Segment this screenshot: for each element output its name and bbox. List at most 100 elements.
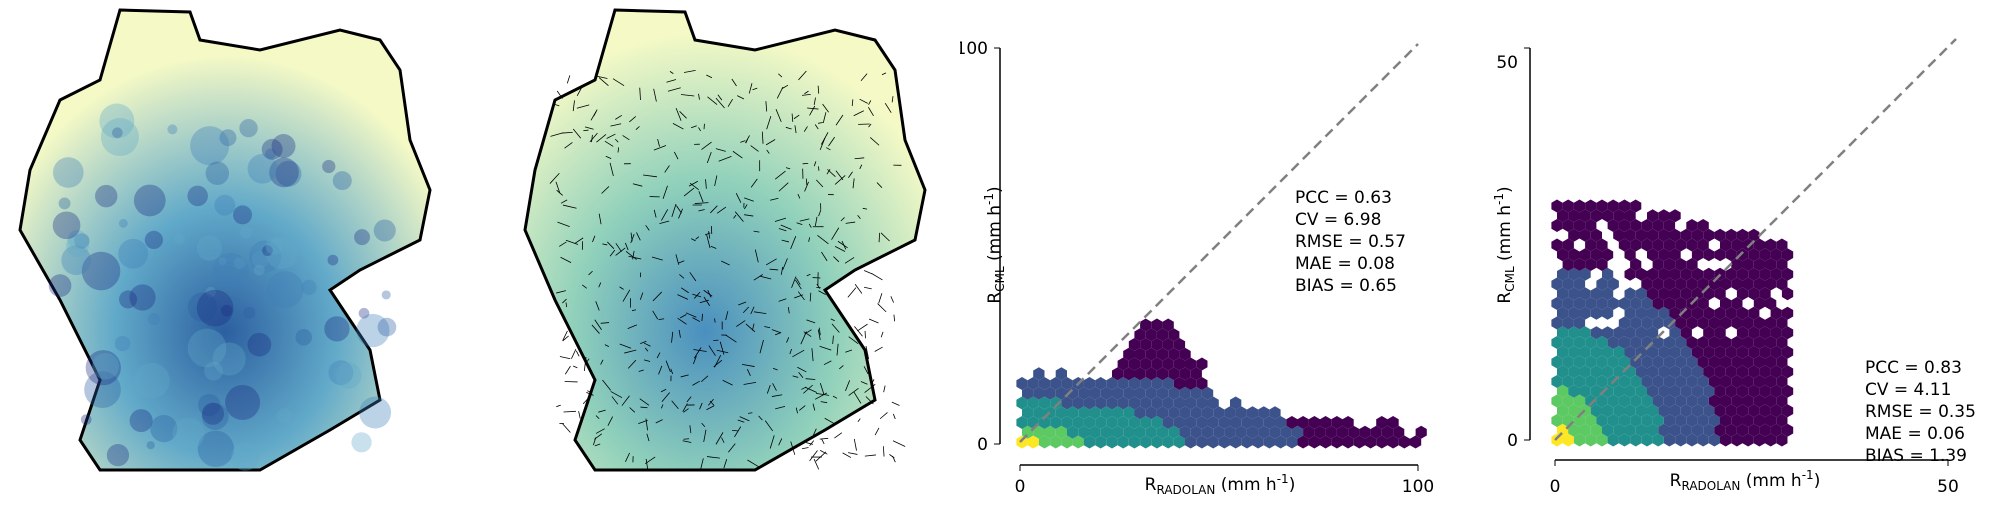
rain-cell (248, 154, 278, 184)
cml-link (816, 452, 826, 461)
rain-cell (147, 441, 155, 449)
rain-cell (382, 290, 391, 299)
rain-cell (214, 195, 235, 216)
rain-cell (243, 307, 255, 319)
cml-link (883, 446, 884, 456)
rain-cell (119, 219, 128, 228)
y-tick-label: 100 (960, 39, 988, 59)
rain-cell (324, 316, 349, 341)
rain-cell (239, 119, 257, 137)
hexbin-chart-1: 100 0 0 100 RRADOLAN (mm h-1) RCML (mm h… (960, 0, 1460, 508)
hexbin-svg-2: 50 0 0 50 RRADOLAN (mm h-1) RCML (mm h-1… (1470, 0, 1995, 508)
x-axis-label: RRADOLAN (mm h-1) (1670, 468, 1821, 493)
rain-cell (206, 162, 229, 185)
rain-cell (277, 408, 292, 423)
cml-link (562, 424, 570, 433)
cml-link (869, 319, 878, 323)
cml-link (865, 455, 876, 456)
germany-shape (525, 10, 925, 470)
cml-link (879, 293, 882, 303)
x-tick-label: 0 (1015, 477, 1026, 497)
cml-link (567, 75, 570, 83)
cml-link (857, 324, 867, 331)
rain-cell (92, 353, 119, 380)
cml-link (872, 274, 883, 280)
y-axis-label: RCML (mm h-1) (982, 186, 1007, 303)
x-tick-label: 50 (1937, 477, 1959, 497)
cml-link (881, 332, 883, 337)
rain-cell (266, 237, 284, 255)
rain-cell (240, 226, 253, 239)
cml-link (878, 304, 887, 312)
rain-cell (167, 124, 177, 134)
x-tick-label: 100 (1402, 477, 1434, 497)
stat-pcc: PCC = 0.63 (1295, 188, 1392, 208)
rain-cell (335, 362, 361, 388)
rain-cell (351, 432, 371, 452)
rain-cell (333, 171, 352, 190)
rain-cell (145, 231, 163, 249)
stat-bias: BIAS = 0.65 (1295, 276, 1397, 296)
rain-cell (95, 185, 117, 207)
stat-rmse: RMSE = 0.57 (1295, 232, 1406, 252)
radar-map-svg (0, 0, 450, 508)
cml-link (802, 447, 809, 448)
rain-cell (295, 329, 312, 346)
cml-link (821, 439, 824, 444)
rain-cell (107, 444, 129, 466)
cml-link (864, 270, 872, 273)
cml-link (843, 453, 851, 458)
cml-link (560, 356, 570, 358)
cml-link (732, 430, 738, 431)
cml-link (875, 428, 879, 435)
stat-mae: MAE = 0.06 (1865, 424, 1965, 444)
cml-link (893, 441, 905, 447)
rain-cell (248, 333, 272, 357)
rain-cell (267, 271, 304, 308)
cml-link (848, 453, 857, 455)
cml-link (810, 441, 814, 446)
y-tick-label: 0 (977, 435, 988, 455)
cml-link (573, 366, 577, 368)
rain-cell (378, 318, 397, 337)
rain-cell (374, 219, 396, 241)
stat-mae: MAE = 0.08 (1295, 254, 1395, 274)
cml-link (854, 439, 856, 451)
rain-cell (188, 329, 227, 368)
radar-rainfall-map (0, 0, 450, 508)
rain-cell (129, 284, 155, 310)
cml-link (893, 414, 895, 419)
rain-cell (301, 280, 316, 295)
rain-cell (231, 442, 259, 470)
rain-cell (225, 385, 260, 420)
cml-link (564, 411, 576, 412)
cml-link (893, 456, 896, 462)
stat-bias: BIAS = 1.39 (1865, 446, 1967, 466)
cml-link (858, 419, 860, 422)
rain-cell (202, 403, 224, 425)
cml-link (891, 296, 894, 302)
cml-link (834, 433, 841, 438)
rain-cell (49, 274, 72, 297)
rain-cell (354, 229, 370, 245)
stat-cv: CV = 6.98 (1295, 210, 1381, 230)
cml-link (855, 284, 862, 293)
cml-map-svg (515, 0, 965, 508)
cml-link (565, 366, 570, 374)
rain-cell (197, 236, 222, 261)
rain-cell (134, 185, 166, 217)
rain-cell (81, 414, 92, 425)
rain-cell (322, 160, 335, 173)
cml-link (820, 438, 829, 439)
cml-link (571, 349, 575, 359)
cml-link (894, 315, 895, 322)
hexbin-svg-1: 100 0 0 100 RRADOLAN (mm h-1) RCML (mm h… (960, 0, 1460, 508)
y-tick-label: 50 (1496, 53, 1518, 73)
rain-cell (187, 186, 207, 206)
rain-cell (213, 253, 249, 289)
cml-link (556, 405, 560, 407)
cml-link (880, 412, 887, 418)
y-tick-label: 0 (1507, 431, 1518, 451)
cml-link (884, 386, 885, 393)
cml-link (576, 351, 579, 357)
